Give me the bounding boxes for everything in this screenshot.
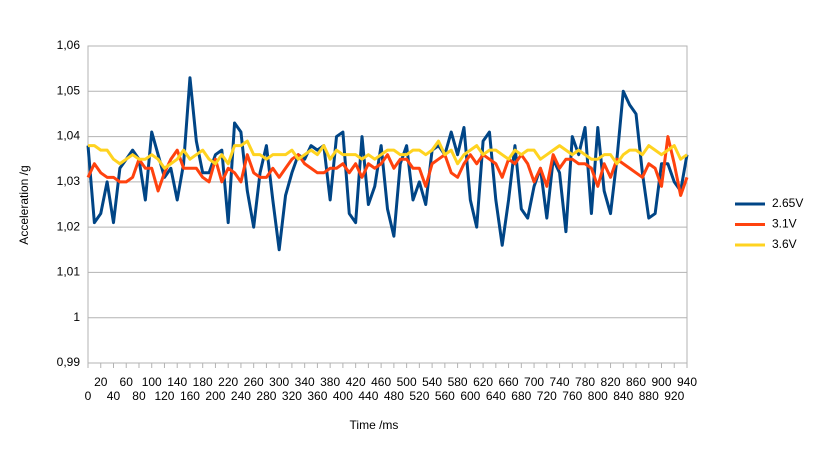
series-line (88, 139, 688, 170)
x-tick-label: 240 (231, 389, 251, 403)
x-tick-label: 140 (167, 375, 187, 389)
x-tick-label: 280 (256, 389, 276, 403)
x-tick-label: 800 (588, 389, 608, 403)
x-tick-label: 700 (524, 375, 544, 389)
y-tick-label: 1 (73, 310, 80, 324)
x-tick-label: 640 (486, 389, 506, 403)
x-tick-label: 900 (651, 375, 671, 389)
x-tick-label: 360 (307, 389, 327, 403)
x-tick-label: 520 (409, 389, 429, 403)
x-tick-label: 260 (244, 375, 264, 389)
x-tick-label: 780 (575, 375, 595, 389)
y-axis-label: Acceleration /g (17, 165, 31, 244)
plot-frame (87, 45, 688, 364)
x-tick-label: 440 (358, 389, 378, 403)
x-tick-label: 20 (94, 375, 108, 389)
x-tick-label: 940 (677, 375, 697, 389)
x-axis-label: Time /ms (350, 418, 399, 432)
x-tick-label: 40 (107, 389, 121, 403)
x-tick-label: 580 (448, 375, 468, 389)
x-tick-label: 620 (473, 375, 493, 389)
x-tick-label: 320 (282, 389, 302, 403)
x-tick-label: 840 (613, 389, 633, 403)
x-tick-label: 740 (550, 375, 570, 389)
x-tick-label: 880 (639, 389, 659, 403)
x-tick-label: 220 (218, 375, 238, 389)
y-tick-label: 1,01 (57, 265, 81, 279)
x-tick-label: 400 (333, 389, 353, 403)
legend-label: 3.6V (772, 237, 797, 251)
x-tick-label: 380 (320, 375, 340, 389)
x-tick-label: 480 (384, 389, 404, 403)
x-tick-label: 860 (626, 375, 646, 389)
x-tick-label: 60 (120, 375, 134, 389)
x-tick-label: 0 (85, 389, 92, 403)
y-tick-label: 1,05 (57, 83, 81, 97)
x-tick-label: 100 (142, 375, 162, 389)
x-tick-label: 460 (371, 375, 391, 389)
x-tick-label: 660 (499, 375, 519, 389)
x-tick-label: 920 (664, 389, 684, 403)
x-tick-label: 160 (180, 389, 200, 403)
y-tick-label: 1,06 (57, 38, 81, 52)
y-tick-label: 1,03 (57, 174, 81, 188)
x-tick-label: 80 (132, 389, 146, 403)
x-tick-label: 200 (205, 389, 225, 403)
x-tick-label: 560 (435, 389, 455, 403)
legend-label: 2.65V (772, 196, 803, 210)
legend-label: 3.1V (772, 217, 797, 231)
x-tick-label: 340 (295, 375, 315, 389)
x-tick-label: 820 (601, 375, 621, 389)
x-tick-label: 720 (537, 389, 557, 403)
x-tick-label: 680 (511, 389, 531, 403)
x-tick-label: 540 (422, 375, 442, 389)
x-tick-label: 600 (460, 389, 480, 403)
x-tick-label: 180 (193, 375, 213, 389)
y-tick-label: 0,99 (57, 355, 81, 369)
x-tick-label: 300 (269, 375, 289, 389)
series-line (86, 135, 689, 197)
y-tick-label: 1,04 (57, 129, 81, 143)
x-tick-label: 760 (562, 389, 582, 403)
y-tick-label: 1,02 (57, 219, 81, 233)
x-tick-label: 120 (154, 389, 174, 403)
x-tick-label: 500 (397, 375, 417, 389)
x-tick-label: 420 (346, 375, 366, 389)
